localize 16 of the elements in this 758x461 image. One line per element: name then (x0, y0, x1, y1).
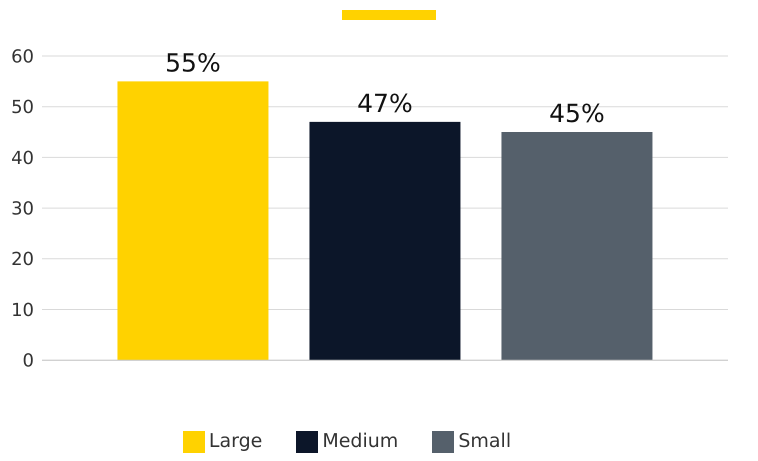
y-tick-label: 0 (22, 350, 34, 372)
bar (309, 122, 460, 360)
bar (501, 132, 652, 360)
data-label: 55% (165, 48, 221, 78)
y-tick-label: 50 (11, 97, 34, 118)
y-tick-label: 10 (11, 300, 34, 321)
data-label: 47% (357, 88, 413, 118)
legend-label: Large (208, 430, 262, 452)
legend-label: Medium (322, 430, 398, 452)
y-tick-label: 60 (11, 46, 34, 68)
legend-label: Small (458, 430, 512, 452)
data-label: 45% (549, 99, 605, 128)
y-tick-label: 40 (11, 148, 34, 169)
bar (117, 81, 268, 360)
y-tick-label: 20 (11, 249, 34, 270)
y-tick-label: 30 (11, 198, 34, 220)
